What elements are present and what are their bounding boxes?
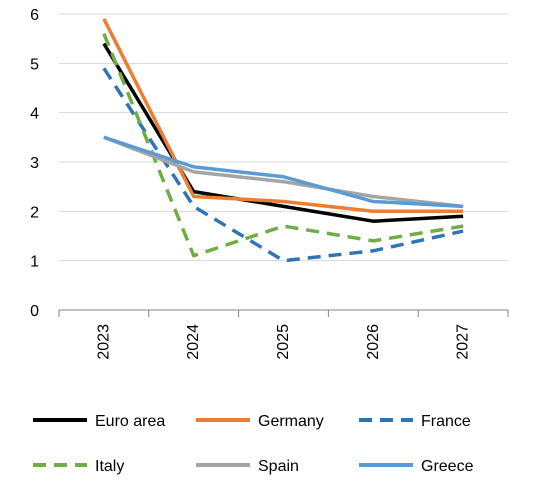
y-tick-label-1: 1 [30,254,39,271]
legend-label-italy: Italy [95,458,124,475]
series-line-spain [103,135,464,209]
legend: Euro area Germany France Italy Spain Greece [33,413,474,475]
x-tick-labels: 2023 2024 2025 2026 2027 [95,324,471,360]
x-tick-label-2023: 2023 [95,324,112,360]
y-tick-label-4: 4 [30,106,39,123]
x-tick-label-2027: 2027 [455,324,472,360]
legend-label-greece: Greece [421,458,474,475]
y-tick-label-6: 6 [30,7,39,24]
series-line-germany [102,18,464,214]
series-line-greece [103,135,464,209]
y-tick-labels: 0 1 2 3 4 5 6 [30,7,39,320]
x-tick-label-2024: 2024 [185,324,202,360]
legend-label-euro-area: Euro area [95,413,165,430]
legend-label-spain: Spain [258,458,299,475]
series-line-italy [102,33,464,258]
x-tick-label-2026: 2026 [365,324,382,360]
y-tick-label-3: 3 [30,155,39,172]
y-tick-label-0: 0 [30,303,39,320]
legend-label-france: France [421,413,471,430]
gridlines [59,13,508,262]
axes [58,309,509,317]
y-tick-label-2: 2 [30,204,39,221]
series-line-euro-area [102,42,464,223]
series-lines [102,18,464,263]
series-line-france [102,67,464,263]
y-tick-label-5: 5 [30,56,39,73]
legend-label-germany: Germany [258,413,324,430]
x-tick-label-2025: 2025 [275,324,292,360]
